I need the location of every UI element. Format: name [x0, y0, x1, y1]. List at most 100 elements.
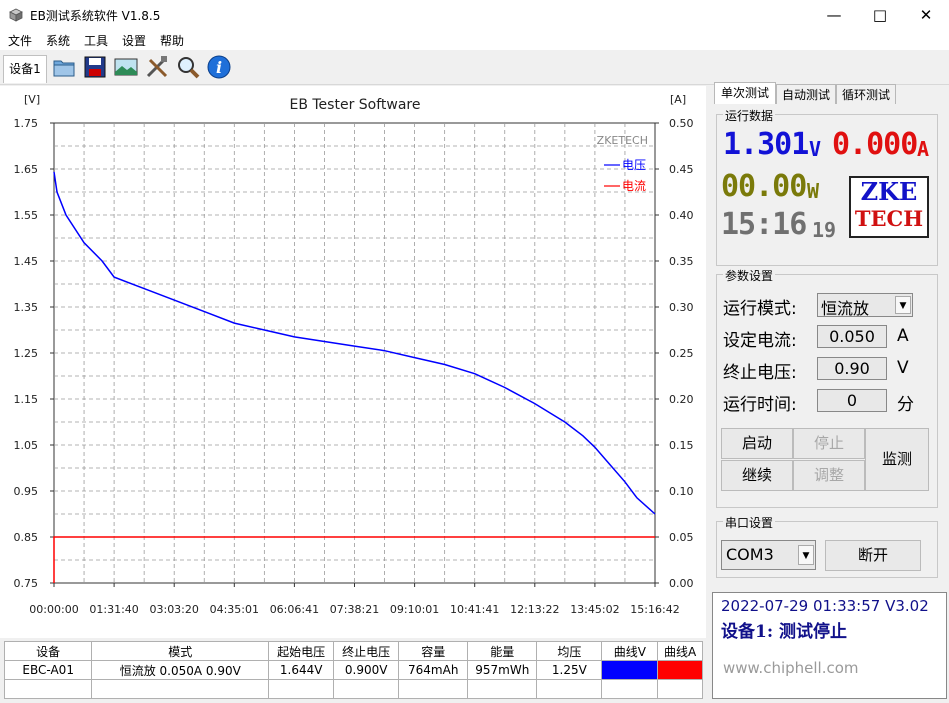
app-cube-icon — [9, 8, 23, 22]
y-tick-right: 0.05 — [669, 531, 694, 544]
y-tick-left: 0.85 — [14, 531, 39, 544]
menu-tools[interactable]: 工具 — [84, 34, 109, 48]
y-tick-left: 1.05 — [14, 439, 39, 452]
y-tick-right: 0.50 — [669, 117, 694, 130]
y-tick-right: 0.15 — [669, 439, 694, 452]
y-tick-left: 0.75 — [14, 577, 39, 590]
y-tick-left: 1.35 — [14, 301, 39, 314]
menu-file[interactable]: 文件 — [8, 34, 33, 48]
menu-bar: 文件 系统 工具 设置 帮助 — [0, 30, 949, 50]
cell-energy: 957mWh — [467, 660, 538, 680]
legend-current: 电流 — [622, 179, 646, 193]
minimize-icon: — — [826, 6, 842, 24]
cell-mode: 恒流放 0.050A 0.90V — [91, 660, 270, 680]
info-icon[interactable]: i — [206, 54, 232, 80]
com-port-select[interactable]: COM3 ▼ — [721, 540, 816, 570]
y-tick-right: 0.25 — [669, 347, 694, 360]
disconnect-button[interactable]: 断开 — [825, 540, 921, 571]
serial-settings-title: 串口设置 — [723, 514, 776, 531]
picture-icon[interactable] — [113, 54, 139, 80]
x-tick: 03:03:20 — [149, 603, 198, 616]
y-tick-right: 0.20 — [669, 393, 694, 406]
minimize-button[interactable]: — — [811, 0, 857, 30]
set-current-input[interactable]: 0.050 — [817, 325, 887, 348]
curve-v-color[interactable] — [601, 660, 659, 680]
set-current-label: 设定电流: — [723, 331, 797, 351]
x-tick: 04:35:01 — [210, 603, 259, 616]
current-unit: A — [917, 137, 930, 161]
col-energy: 能量 — [467, 641, 538, 661]
y-tick-left: 1.45 — [14, 255, 39, 268]
y-tick-right: 0.30 — [669, 301, 694, 314]
maximize-button[interactable]: □ — [857, 0, 903, 30]
cell-capacity: 764mAh — [398, 660, 469, 680]
menu-system[interactable]: 系统 — [46, 34, 71, 48]
mode-select[interactable]: 恒流放 ▼ — [817, 293, 913, 318]
cutoff-voltage-label: 终止电压: — [723, 363, 797, 383]
run-time-label: 运行时间: — [723, 395, 797, 415]
x-tick: 10:41:41 — [450, 603, 499, 616]
x-tick: 01:31:40 — [89, 603, 138, 616]
site-watermark: www.chiphell.com — [723, 659, 859, 677]
cell-device: EBC-A01 — [3, 660, 93, 680]
search-icon[interactable] — [175, 54, 201, 80]
serial-settings-group: 串口设置 COM3 ▼ 断开 — [716, 514, 938, 578]
col-device: 设备 — [3, 641, 93, 661]
continue-button[interactable]: 继续 — [721, 460, 793, 491]
chevron-down-icon[interactable]: ▼ — [895, 296, 911, 314]
test-tabs: 单次测试 自动测试 循环测试 — [712, 82, 948, 106]
col-start-voltage: 起始电压 — [268, 641, 335, 661]
toolbar: 设备1 i — [0, 51, 949, 85]
close-icon: ✕ — [919, 6, 933, 24]
curve-a-color[interactable] — [657, 660, 703, 680]
voltage-display: 1.301 — [723, 127, 809, 162]
right-axis-unit: [A] — [670, 93, 686, 106]
current-series-line — [53, 536, 655, 583]
close-button[interactable]: ✕ — [903, 0, 949, 30]
title-bar: EB测试系统软件 V1.8.5 — □ ✕ — [0, 0, 949, 30]
y-tick-left: 1.55 — [14, 209, 39, 222]
tab-cycle-test[interactable]: 循环测试 — [836, 84, 896, 104]
chevron-down-icon[interactable]: ▼ — [798, 545, 814, 565]
adjust-button[interactable]: 调整 — [793, 460, 865, 491]
svg-text:i: i — [216, 58, 222, 77]
plot-frame — [53, 122, 656, 584]
tools-icon[interactable] — [144, 54, 170, 80]
chart-title: EB Tester Software — [289, 97, 420, 113]
status-panel: 2022-07-29 01:33:57 V3.02 设备1: 测试停止 www.… — [712, 592, 947, 699]
tab-single-test[interactable]: 单次测试 — [714, 82, 776, 104]
start-button[interactable]: 启动 — [721, 428, 793, 459]
menu-settings[interactable]: 设置 — [122, 34, 147, 48]
legend: 电压 电流 — [604, 158, 646, 193]
elapsed-seconds-display: 19 — [812, 218, 837, 242]
stop-button[interactable]: 停止 — [793, 428, 865, 459]
table-row[interactable]: EBC-A01 恒流放 0.050A 0.90V 1.644V 0.900V 7… — [3, 660, 703, 680]
device-tab[interactable]: 设备1 — [3, 55, 47, 83]
table-row-empty — [3, 679, 703, 699]
y-tick-left: 1.15 — [14, 393, 39, 406]
run-time-input[interactable]: 0 — [817, 389, 887, 412]
x-tick: 12:13:22 — [510, 603, 559, 616]
mode-label: 运行模式: — [723, 299, 797, 319]
menu-help[interactable]: 帮助 — [160, 34, 185, 48]
y-tick-left: 1.25 — [14, 347, 39, 360]
tab-auto-test[interactable]: 自动测试 — [776, 84, 836, 104]
voltage-current-chart: EB Tester Software [V] [A] ZKETECH 1.75 1… — [14, 93, 694, 616]
y-tick-right: 0.35 — [669, 255, 694, 268]
zketech-logo: ZKE TECH — [849, 176, 929, 238]
monitor-button[interactable]: 监测 — [865, 428, 929, 491]
open-folder-icon[interactable] — [51, 54, 77, 80]
param-settings-title: 参数设置 — [723, 267, 776, 284]
cutoff-voltage-unit: V — [897, 358, 909, 378]
current-display: 0.000 — [832, 127, 918, 162]
col-avg-voltage: 均压 — [536, 641, 603, 661]
run-time-unit: 分 — [897, 395, 914, 415]
run-data-group: 运行数据 1.301 V 0.000 A 00.00 W 15:16 19 ZK… — [716, 107, 938, 266]
cell-end-voltage: 0.900V — [333, 660, 400, 680]
table-header-row: 设备 模式 起始电压 终止电压 容量 能量 均压 曲线V 曲线A — [3, 641, 703, 661]
voltage-series-line — [53, 171, 656, 515]
save-icon[interactable] — [82, 54, 108, 80]
x-tick: 09:10:01 — [390, 603, 439, 616]
y-tick-right: 0.45 — [669, 163, 694, 176]
cutoff-voltage-input[interactable]: 0.90 — [817, 357, 887, 380]
